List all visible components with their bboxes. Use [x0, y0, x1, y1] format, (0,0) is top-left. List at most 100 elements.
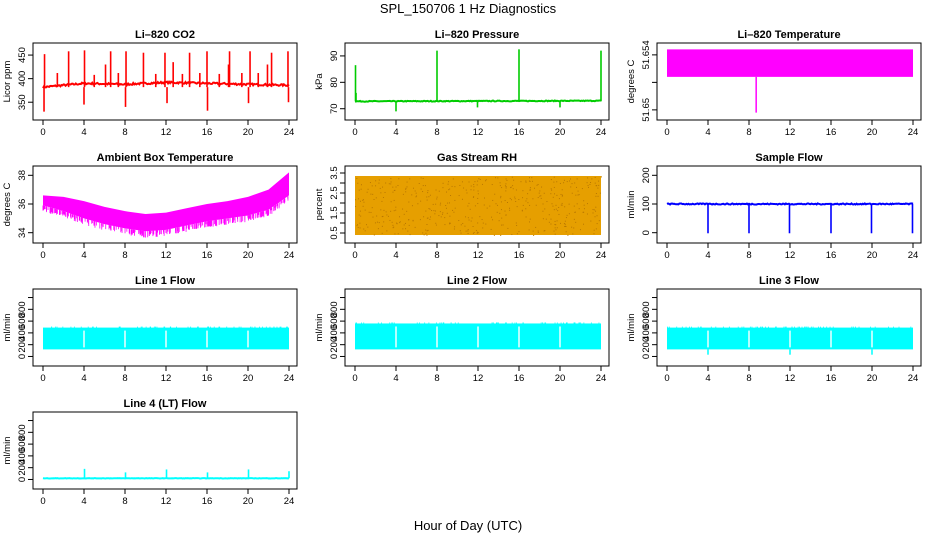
noise-point [511, 234, 513, 236]
noise-point [467, 205, 469, 207]
noise-point [564, 206, 566, 208]
x-tick-label: 8 [746, 373, 751, 384]
noise-point [529, 180, 531, 182]
noise-point [537, 230, 539, 232]
noise-point [587, 185, 589, 187]
noise-point [525, 180, 527, 182]
noise-point [479, 216, 481, 218]
noise-point [563, 179, 565, 181]
noise-point [366, 191, 368, 193]
x-tick-label: 20 [555, 127, 566, 138]
noise-point [441, 213, 443, 215]
noise-point [422, 177, 424, 179]
x-tick-label: 4 [81, 250, 86, 261]
noise-point [420, 177, 422, 179]
noise-point [532, 198, 534, 200]
noise-point [462, 222, 464, 224]
noise-point [470, 185, 472, 187]
noise-point [467, 229, 469, 231]
noise-point [509, 209, 511, 211]
data-series [354, 49, 602, 112]
plot-frame [656, 288, 922, 367]
x-tick-label: 16 [826, 250, 837, 261]
noise-point [360, 184, 362, 186]
noise-point [535, 204, 537, 206]
y-tick-label: 200 [17, 337, 28, 353]
x-tick-label: 8 [122, 373, 127, 384]
plot-frame [344, 165, 610, 244]
noise-point [385, 182, 387, 184]
noise-point [581, 188, 583, 190]
noise-point [375, 180, 377, 182]
noise-point [505, 178, 507, 180]
x-tick-label: 8 [746, 127, 751, 138]
noise-point [449, 222, 451, 224]
panel-1: Li–820 CO2 Licor ppm 0 4 8 12 16 20 24 350 400 450 [2, 29, 298, 138]
noise-point [411, 205, 413, 207]
x-tick-label: 0 [40, 127, 45, 138]
noise-point [477, 190, 479, 192]
y-tick-label: 450 [17, 47, 28, 63]
noise-point [433, 210, 435, 212]
noise-point [426, 196, 428, 198]
x-tick-label: 0 [40, 250, 45, 261]
noise-point [525, 208, 527, 210]
noise-point [392, 186, 394, 188]
series-band [43, 172, 289, 232]
noise-point [479, 178, 481, 180]
y-tick-label: 200 [17, 460, 28, 476]
noise-point [381, 225, 383, 227]
series-band [667, 49, 913, 77]
noise-point [387, 215, 389, 217]
noise-point [539, 190, 541, 192]
x-tick-label: 20 [867, 373, 878, 384]
noise-point [595, 193, 597, 195]
noise-point [380, 209, 382, 211]
x-tick-label: 0 [40, 496, 45, 507]
noise-point [428, 208, 430, 210]
noise-point [389, 219, 391, 221]
noise-point [412, 220, 414, 222]
noise-point [516, 206, 518, 208]
noise-point [467, 230, 469, 232]
x-tick-label: 16 [514, 127, 525, 138]
noise-point [504, 200, 506, 202]
noise-point [397, 233, 399, 235]
noise-point [513, 179, 515, 181]
noise-point [394, 233, 396, 235]
noise-point [485, 179, 487, 181]
noise-point [467, 232, 469, 234]
noise-point [422, 232, 424, 234]
noise-point [378, 179, 380, 181]
noise-point [573, 227, 575, 229]
noise-point [393, 226, 395, 228]
noise-point [425, 232, 427, 234]
x-tick-label: 12 [473, 127, 484, 138]
noise-point [370, 193, 372, 195]
noise-point [459, 230, 461, 232]
noise-point [473, 196, 475, 198]
noise-point [378, 182, 380, 184]
noise-point [390, 201, 392, 203]
noise-point [434, 210, 436, 212]
y-tick-label: 100 [641, 196, 652, 212]
noise-point [574, 182, 576, 184]
noise-point [396, 223, 398, 225]
noise-point [577, 190, 579, 192]
noise-point [412, 219, 414, 221]
noise-point [461, 198, 463, 200]
panel-title: Gas Stream RH [437, 152, 517, 164]
x-tick-label: 8 [434, 250, 439, 261]
panel-title: Line 3 Flow [759, 275, 819, 287]
noise-point [526, 198, 528, 200]
noise-point [376, 215, 378, 217]
noise-point [560, 193, 562, 195]
y-axis-label: kPa [314, 73, 325, 90]
x-tick-label: 0 [664, 250, 669, 261]
y-tick-label: 800 [17, 424, 28, 440]
noise-point [494, 193, 496, 195]
x-tick-label: 24 [908, 127, 919, 138]
noise-point [555, 229, 557, 231]
noise-point [564, 225, 566, 227]
noise-point [405, 228, 407, 230]
